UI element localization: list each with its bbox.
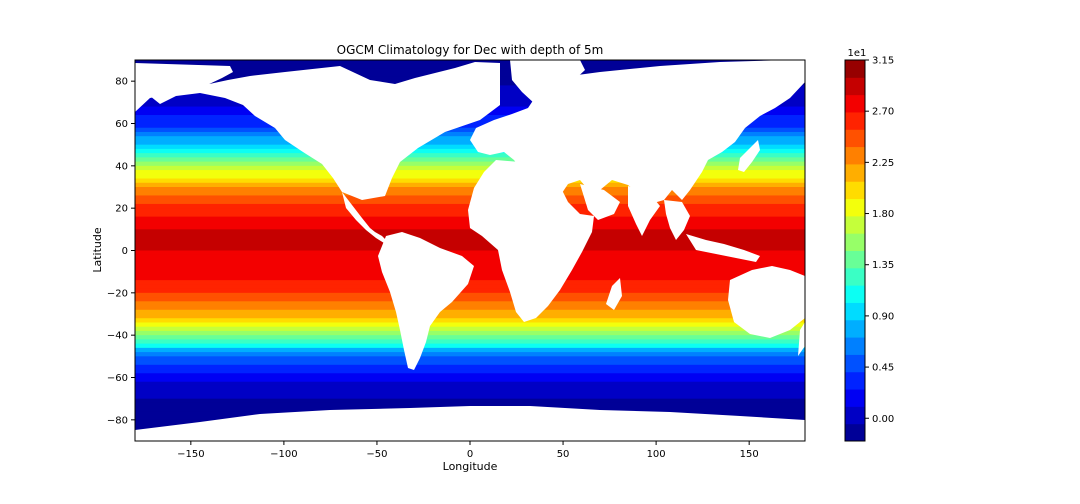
colorbar-tick-label: 0.90 [872,311,894,322]
contour-band [135,289,805,294]
contour-band [135,339,805,344]
contour-band [135,335,805,340]
y-tick-label: −80 [107,415,128,426]
contour-band [135,174,805,179]
contour-band [135,306,805,311]
contour-band [135,373,805,378]
contour-band [135,378,805,383]
contour-band [135,297,805,302]
x-tick-label: 50 [557,449,570,460]
contour-band [135,310,805,315]
colorbar-band [845,406,865,424]
contour-band [135,361,805,366]
y-tick-label: 80 [115,77,128,88]
contour-band [135,187,805,192]
colorbar-tick-label: 0.00 [872,414,894,425]
colorbar-band [845,389,865,407]
contour-band [135,314,805,319]
contour-band [135,293,805,298]
colorbar-band [845,354,865,372]
y-axis-label: Latitude [91,227,104,273]
colorbar-band [845,77,865,95]
x-axis-label: Longitude [443,460,498,473]
x-tick-label: 100 [647,449,666,460]
colorbar-band [845,372,865,390]
colorbar-band [845,233,865,251]
colorbar-band [845,216,865,234]
colorbar-band [845,129,865,147]
contour-band [135,348,805,353]
y-tick-label: 40 [115,161,128,172]
x-tick-label: 0 [467,449,473,460]
colorbar-band [845,181,865,199]
contour-band [135,318,805,323]
contour-band [135,301,805,306]
x-tick-label: −150 [177,449,204,460]
colorbar-ticks: 0.00 0.45 0.90 1.35 1.80 2.25 2.70 3.15 [865,56,894,425]
contour-band [135,369,805,374]
colorbar-band [845,337,865,355]
chart-title: OGCM Climatology for Dec with depth of 5… [337,43,604,57]
colorbar-tick-label: 1.80 [872,209,894,220]
colorbar-band [845,164,865,182]
colorbar-tick-label: 2.70 [872,107,894,118]
colorbar-band [845,320,865,338]
colorbar-band [845,251,865,269]
y-tick-label: 20 [115,204,128,215]
x-tick-label: 150 [740,449,759,460]
contour-band [135,390,805,395]
y-tick-label: 60 [115,119,128,130]
contour-band [135,170,805,175]
contour-band [135,234,805,239]
x-axis: −150 −100 −50 0 50 100 150 [177,441,759,460]
colorbar-band [845,302,865,320]
colorbar-band [845,95,865,113]
contour-band [135,322,805,327]
contour-band [135,255,805,260]
colorbar-band [845,199,865,217]
colorbar-tick-label: 1.35 [872,260,894,271]
colorbar-tick-label: 2.25 [872,158,894,169]
colorbar-band [845,112,865,130]
colorbar-offset-label: 1e1 [848,48,867,59]
contour-band [135,386,805,391]
contour-band [135,284,805,289]
contour-band [135,352,805,357]
colorbar-band [845,285,865,303]
contour-band [135,331,805,336]
colorbar-bands [845,60,865,442]
contour-band [135,280,805,285]
contour-band [135,191,805,196]
x-tick-label: −100 [270,449,297,460]
y-tick-label: −40 [107,331,128,342]
y-axis: −80 −60 −40 −20 0 20 40 60 80 [107,77,135,427]
contour-band [135,195,805,200]
map-area [135,60,805,442]
colorbar-band [845,147,865,165]
contour-band [135,183,805,188]
y-tick-label: −60 [107,373,128,384]
contour-band [135,365,805,370]
contour-band [135,344,805,349]
y-tick-label: 0 [122,246,128,257]
contour-band [135,179,805,184]
colorbar-band [845,60,865,78]
contour-band [135,356,805,361]
contour-band [135,327,805,332]
contour-band [135,394,805,399]
contour-band [135,382,805,387]
colorbar-band [845,268,865,286]
contour-band [135,229,805,234]
colorbar-tick-label: 0.45 [872,363,894,374]
colorbar: 1e1 0.00 0.45 0.90 1.35 1.80 2.25 2.70 3.15 [845,48,894,442]
contour-band [135,399,805,404]
colorbar-band [845,424,865,442]
colorbar-tick-label: 3.15 [872,56,894,67]
y-tick-label: −20 [107,288,128,299]
x-tick-label: −50 [366,449,387,460]
